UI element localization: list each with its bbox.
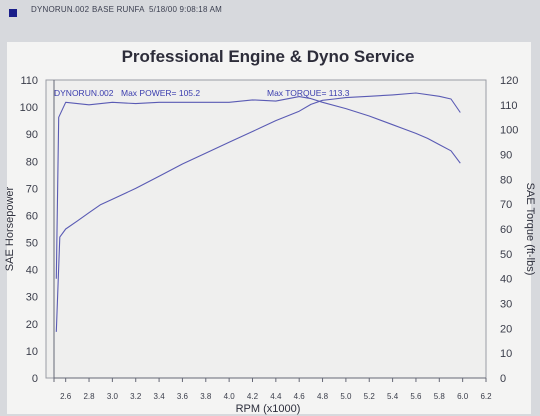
y-right-tick-label: 30	[500, 299, 512, 311]
x-tick-label: 5.6	[410, 392, 422, 401]
y-right-tick-label: 110	[500, 100, 518, 112]
x-tick-label: 2.8	[83, 392, 95, 401]
y-right-tick-label: 100	[500, 125, 518, 137]
y-left-tick-label: 90	[26, 129, 38, 141]
y-left-tick-labels: 0 10 20 30 40 50 60 70 80 90 100 110	[20, 75, 38, 385]
y-right-tick-label: 20	[500, 323, 512, 335]
x-tick-label: 4.8	[317, 392, 329, 401]
torque-series-line	[55, 96, 461, 279]
y-right-tick-label: 0	[500, 373, 506, 385]
x-tick-label: 3.6	[177, 392, 189, 401]
x-tick-labels: 2.6 2.8 3.0 3.2 3.4 3.6 3.8 4.0 4.2 4.4 4.6 4.8 5.0 5…	[60, 392, 492, 401]
report-header: DYNORUN.002 BASE RUNFA 5/18/00 9:08:18 A…	[0, 0, 540, 30]
x-tick-label: 6.0	[457, 392, 469, 401]
max-torque-annotation: Max TORQUE= 113.3	[267, 88, 350, 98]
series-lines	[55, 92, 461, 332]
x-tick-label: 5.2	[364, 392, 376, 401]
y-right-tick-label: 70	[500, 199, 512, 211]
x-tick-label: 4.2	[247, 392, 259, 401]
y-left-tick-label: 60	[26, 210, 38, 222]
x-tick-label: 5.4	[387, 392, 399, 401]
x-tick-label: 4.6	[294, 392, 306, 401]
y-left-tick-label: 80	[26, 156, 38, 168]
x-axis-label: RPM (x1000)	[236, 403, 301, 415]
y-right-tick-label: 90	[500, 150, 512, 162]
y-right-tick-label: 80	[500, 174, 512, 186]
y-right-tick-label: 50	[500, 249, 512, 261]
y-left-tick-label: 70	[26, 183, 38, 195]
x-tick-label: 2.6	[60, 392, 72, 401]
x-tick-label: 4.0	[224, 392, 236, 401]
x-tick-label: 3.4	[154, 392, 166, 401]
header-timestamp: 5/18/00 9:08:18 AM	[149, 5, 222, 14]
header-run-name: BASE RUNFA	[92, 5, 145, 14]
x-tick-label: 3.2	[130, 392, 142, 401]
y-left-axis-label: SAE Horsepower	[4, 186, 16, 271]
y-right-tick-label: 60	[500, 224, 512, 236]
header-file-name: DYNORUN.002	[31, 5, 90, 14]
y-right-tick-label: 40	[500, 274, 512, 286]
x-tick-label: 4.4	[270, 392, 282, 401]
horsepower-series-line	[55, 92, 461, 332]
x-tick-label: 3.8	[200, 392, 212, 401]
x-tick-label: 5.8	[434, 392, 446, 401]
y-left-tick-label: 0	[32, 373, 38, 385]
x-tick-marks	[65, 378, 487, 382]
run-name-annotation: DYNORUN.002	[54, 88, 114, 98]
plot-area	[45, 79, 487, 379]
run-marker-icon	[9, 9, 17, 17]
y-left-tick-label: 20	[26, 319, 38, 331]
y-left-tick-label: 30	[26, 292, 38, 304]
y-right-tick-label: 10	[500, 348, 512, 360]
max-power-annotation: Max POWER= 105.2	[121, 88, 200, 98]
y-right-tick-label: 120	[500, 75, 518, 87]
y-left-tick-label: 10	[26, 346, 38, 358]
y-left-tick-label: 100	[20, 102, 38, 114]
y-left-tick-label: 110	[20, 75, 38, 87]
chart-title: Professional Engine & Dyno Service	[122, 47, 415, 66]
x-tick-label: 3.0	[107, 392, 119, 401]
y-left-tick-label: 50	[26, 238, 38, 250]
x-tick-label: 5.0	[340, 392, 352, 401]
y-left-tick-label: 40	[26, 265, 38, 277]
x-tick-label: 6.2	[480, 392, 492, 401]
y-right-tick-labels: 0 10 20 30 40 50 60 70 80 90 100 110 120	[500, 75, 518, 385]
y-right-axis-label: SAE Torque (ft-lbs)	[524, 183, 536, 276]
